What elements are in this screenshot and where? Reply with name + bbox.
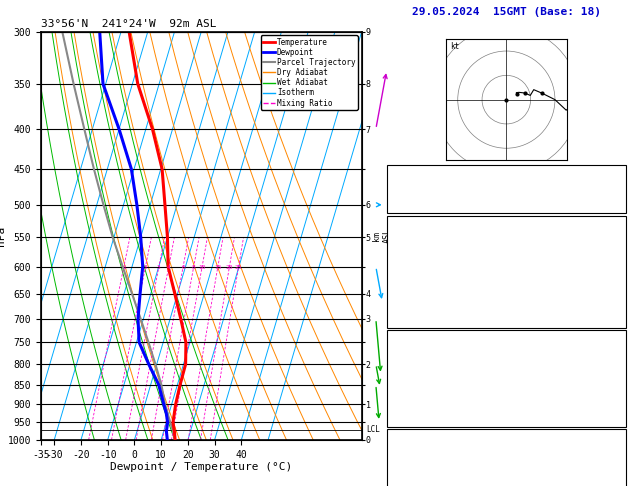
Text: 29.05.2024  15GMT (Base: 18): 29.05.2024 15GMT (Base: 18) — [412, 7, 601, 17]
Text: θᴄ(K): θᴄ(K) — [389, 267, 419, 277]
Text: 6: 6 — [181, 265, 185, 270]
Text: SREH: SREH — [389, 464, 413, 474]
Text: 4: 4 — [167, 265, 170, 270]
Text: Dewp (°C): Dewp (°C) — [389, 251, 442, 261]
Text: 25: 25 — [235, 265, 242, 270]
Text: 12.3: 12.3 — [600, 251, 623, 261]
Text: 41: 41 — [611, 184, 623, 194]
Text: 4: 4 — [618, 168, 623, 178]
Y-axis label: km
ASL: km ASL — [372, 228, 392, 243]
Text: 313: 313 — [606, 267, 623, 277]
Text: LCL: LCL — [366, 425, 380, 434]
Text: 1: 1 — [122, 265, 126, 270]
Text: 0: 0 — [618, 315, 623, 325]
Text: CIN (J): CIN (J) — [389, 315, 430, 325]
Text: 3: 3 — [157, 265, 161, 270]
Text: 0: 0 — [618, 414, 623, 424]
Text: Surface: Surface — [486, 219, 527, 229]
Text: Lifted Index: Lifted Index — [389, 283, 460, 293]
Y-axis label: hPa: hPa — [0, 226, 6, 246]
Text: Lifted Index: Lifted Index — [389, 382, 460, 392]
Text: 0: 0 — [618, 299, 623, 309]
Text: 20: 20 — [226, 265, 233, 270]
Text: 0: 0 — [618, 398, 623, 408]
Text: 1: 1 — [618, 464, 623, 474]
Text: 11: 11 — [611, 283, 623, 293]
Text: 8: 8 — [192, 265, 196, 270]
Text: CAPE (J): CAPE (J) — [389, 299, 437, 309]
Text: Hodograph: Hodograph — [480, 432, 533, 442]
Text: EH: EH — [389, 448, 401, 458]
Text: Totals Totals: Totals Totals — [389, 184, 465, 194]
Text: 2: 2 — [143, 265, 147, 270]
Text: 33°56'N  241°24'W  92m ASL: 33°56'N 241°24'W 92m ASL — [41, 19, 216, 30]
Text: PW (cm): PW (cm) — [389, 200, 430, 210]
Text: CIN (J): CIN (J) — [389, 414, 430, 424]
Text: 800: 800 — [606, 349, 623, 360]
Text: 15: 15 — [214, 265, 221, 270]
Text: θᴄ (K): θᴄ (K) — [389, 365, 425, 376]
Text: 10: 10 — [198, 265, 206, 270]
Text: Temp (°C): Temp (°C) — [389, 235, 442, 245]
Legend: Temperature, Dewpoint, Parcel Trajectory, Dry Adiabat, Wet Adiabat, Isotherm, Mi: Temperature, Dewpoint, Parcel Trajectory… — [261, 35, 358, 110]
Text: 323: 323 — [606, 365, 623, 376]
Text: 302°: 302° — [600, 480, 623, 486]
Text: StmDir: StmDir — [389, 480, 425, 486]
Text: CAPE (J): CAPE (J) — [389, 398, 437, 408]
Text: kt: kt — [450, 42, 460, 51]
Text: -9: -9 — [611, 448, 623, 458]
Text: 4: 4 — [618, 382, 623, 392]
Text: 15.2: 15.2 — [600, 235, 623, 245]
Text: K: K — [389, 168, 395, 178]
X-axis label: Dewpoint / Temperature (°C): Dewpoint / Temperature (°C) — [110, 462, 292, 472]
Text: © weatheronline.co.uk: © weatheronline.co.uk — [454, 472, 559, 481]
Text: Most Unstable: Most Unstable — [468, 333, 545, 344]
Text: Pressure (mb): Pressure (mb) — [389, 349, 465, 360]
Text: 2.03: 2.03 — [600, 200, 623, 210]
